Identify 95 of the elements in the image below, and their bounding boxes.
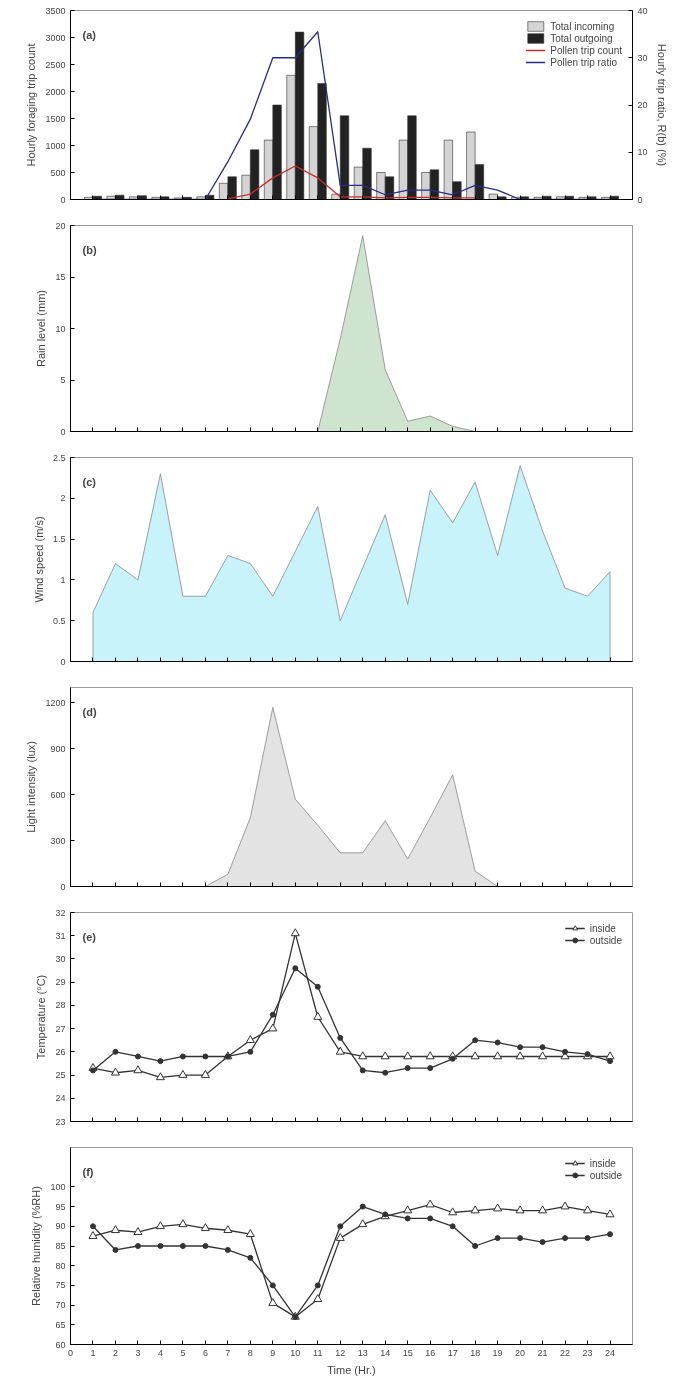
- y-axis-title: Wind speed (m/s): [32, 516, 45, 603]
- legend-label: Total outgoing: [550, 32, 613, 44]
- y-tick-label: 32: [55, 907, 66, 918]
- y-tick-label: 5: [60, 375, 66, 385]
- y-tick-label: 26: [55, 1046, 66, 1057]
- x-tick-label: 15: [402, 1347, 413, 1358]
- legend-label: Pollen trip ratio: [550, 56, 617, 68]
- x-tick-label: 16: [425, 1347, 436, 1358]
- y-tick-label: 20: [55, 220, 66, 231]
- y-tick-label: 1.5: [52, 534, 66, 545]
- y-tick-label: 31: [55, 930, 66, 941]
- y-tick-label: 80: [55, 1260, 66, 1271]
- x-tick-label: 18: [470, 1347, 481, 1358]
- y-axis-title: Light intensity (lux): [25, 741, 38, 833]
- y-tick-label: 85: [55, 1241, 66, 1251]
- y-axis-title: Temperature (°C): [35, 974, 48, 1060]
- x-tick-label: 17: [447, 1347, 458, 1358]
- legend-label: outside: [589, 1169, 622, 1181]
- y-axis-title: Rain level (mm): [35, 289, 48, 368]
- y-tick-label: 1: [60, 574, 66, 585]
- y2-tick-label: 0: [637, 194, 643, 205]
- y-tick-label: 23: [55, 1116, 66, 1127]
- x-tick-label: 6: [202, 1347, 208, 1358]
- y-tick-label: 27: [55, 1023, 66, 1034]
- annotation: (a): [82, 28, 97, 41]
- y-tick-label: 1500: [45, 113, 66, 124]
- x-tick-label: 14: [380, 1347, 391, 1358]
- y2-tick-label: 20: [637, 100, 648, 110]
- x-tick-label: 11: [313, 1347, 323, 1358]
- y-tick-label: 24: [55, 1093, 66, 1104]
- y-tick-label: 15: [55, 272, 66, 282]
- y-tick-label: 30: [55, 953, 66, 964]
- y-tick-label: 60: [55, 1339, 66, 1350]
- y-tick-label: 3000: [45, 32, 66, 43]
- y-axis-title: Hourly foraging trip count: [25, 43, 38, 167]
- y-tick-label: 28: [55, 1000, 66, 1011]
- annotation: (e): [82, 930, 97, 943]
- x-tick-label: 21: [537, 1347, 548, 1358]
- x-tick-label: 12: [335, 1347, 346, 1358]
- y-tick-label: 1200: [45, 697, 66, 708]
- annotation: (b): [82, 243, 97, 256]
- y-tick-label: 29: [55, 977, 66, 988]
- y-tick-label: 75: [55, 1280, 66, 1291]
- y-tick-label: 70: [55, 1300, 66, 1311]
- x-tick-label: 24: [605, 1347, 616, 1358]
- x-tick-label: 0: [68, 1347, 74, 1358]
- y-tick-label: 2000: [45, 86, 66, 97]
- y-tick-label: 65: [55, 1319, 66, 1330]
- annotation: (d): [82, 705, 97, 718]
- annotation: (c): [82, 475, 97, 488]
- y-tick-label: 3500: [45, 5, 66, 16]
- y-tick-label: 0: [60, 656, 66, 667]
- x-tick-label: 9: [270, 1347, 276, 1358]
- y-tick-label: 500: [50, 167, 66, 178]
- y2-axis-title: Hourly trip ratio, R(b) (%): [655, 43, 668, 167]
- y-tick-label: 0.5: [52, 615, 66, 626]
- x-tick-label: 20: [515, 1347, 526, 1358]
- legend-label: outside: [589, 934, 622, 946]
- y-tick-label: 95: [55, 1201, 66, 1212]
- x-tick-label: 13: [357, 1347, 368, 1358]
- y-tick-label: 90: [55, 1221, 66, 1232]
- y-tick-label: 25: [55, 1070, 66, 1081]
- y-tick-label: 900: [50, 743, 66, 754]
- x-tick-label: 7: [225, 1347, 231, 1358]
- x-tick-label: 2: [112, 1347, 118, 1358]
- annotation: (f): [82, 1165, 94, 1178]
- y-tick-label: 2: [60, 493, 66, 504]
- legend-label: Pollen trip count: [550, 44, 622, 56]
- y-tick-label: 10: [55, 323, 66, 334]
- x-tick-label: 5: [180, 1347, 186, 1358]
- legend-label: Total incoming: [550, 20, 615, 32]
- y-tick-label: 0: [60, 881, 66, 892]
- x-tick-label: 3: [135, 1347, 141, 1358]
- x-tick-label: 22: [560, 1347, 571, 1358]
- y2-tick-label: 30: [637, 52, 648, 63]
- x-tick-label: 19: [492, 1347, 503, 1358]
- x-axis-title: Time (Hr.): [327, 1363, 376, 1376]
- x-tick-label: 10: [290, 1347, 301, 1358]
- y-tick-label: 1000: [45, 140, 66, 151]
- x-tick-label: 23: [582, 1347, 593, 1358]
- y-tick-label: 2.5: [52, 452, 66, 463]
- y2-tick-label: 10: [637, 147, 648, 158]
- legend-label: inside: [589, 1157, 616, 1169]
- y-tick-label: 2500: [45, 59, 66, 70]
- x-tick-label: 8: [247, 1347, 253, 1358]
- x-tick-label: 4: [157, 1347, 163, 1358]
- y-tick-label: 0: [60, 194, 66, 205]
- y-tick-label: 100: [50, 1181, 66, 1192]
- y-tick-label: 600: [50, 789, 66, 800]
- legend-label: inside: [589, 922, 616, 934]
- y-tick-label: 0: [60, 426, 66, 437]
- y2-tick-label: 40: [637, 5, 648, 16]
- y-axis-title: Relative humidity (%RH): [30, 1186, 43, 1306]
- y-tick-label: 300: [50, 835, 66, 846]
- x-tick-label: 1: [90, 1347, 96, 1358]
